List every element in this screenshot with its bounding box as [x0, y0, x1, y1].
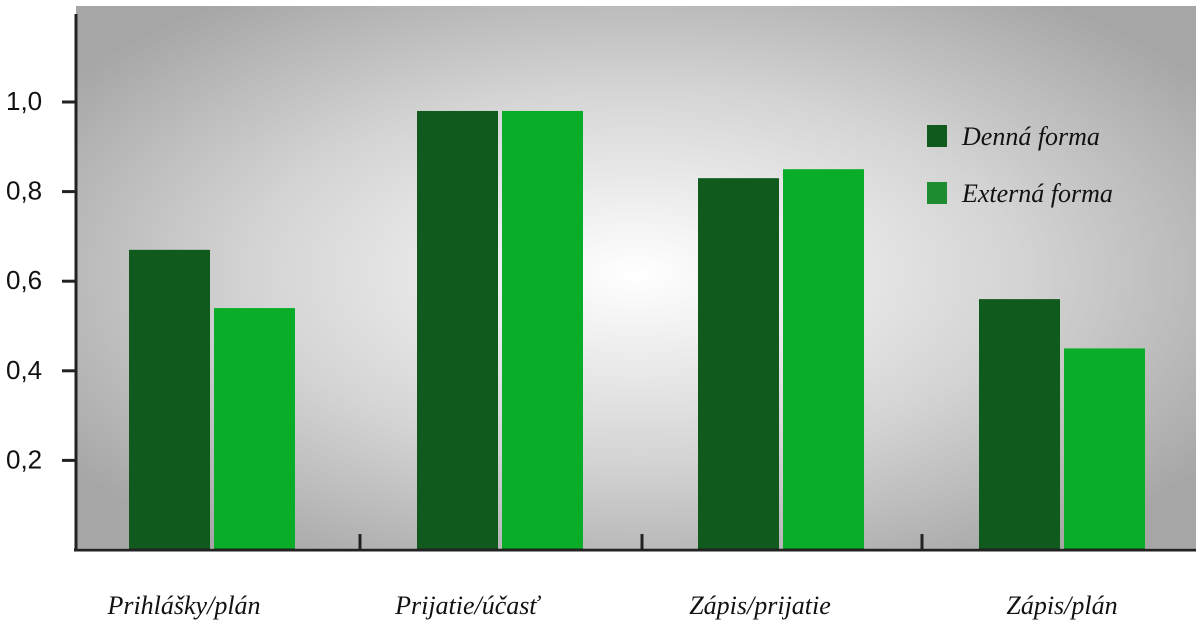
y-tick-label: 0,2: [6, 444, 42, 474]
x-category-label: Prihlášky/plán: [106, 591, 260, 620]
bars-layer: [129, 110, 1145, 551]
bar-externa-2: [502, 110, 583, 551]
legend-label: Denná forma: [961, 122, 1100, 151]
y-tick-label: 0,8: [6, 176, 42, 206]
bar-denna-2: [417, 110, 498, 551]
title-band: [76, 0, 1196, 6]
legend: Denná forma Externá forma: [927, 122, 1113, 208]
bar-denna-3: [698, 178, 779, 550]
x-category-label: Zápis/plán: [1006, 591, 1117, 620]
y-tick-label: 1,0: [6, 86, 42, 116]
y-tick-label: 0,4: [6, 355, 42, 385]
x-category-label: Zápis/prijatie: [689, 591, 831, 620]
x-category-label: Prijatie/účasť: [394, 591, 541, 620]
legend-swatch: [927, 182, 947, 204]
y-axis-ticks: 0,2 0,4 0,6 0,8 1,0: [6, 86, 76, 474]
bar-denna-1: [129, 249, 210, 550]
x-axis-labels: Prihlášky/plán Prijatie/účasť Zápis/prijat…: [106, 591, 1117, 620]
bar-externa-4: [1064, 348, 1145, 550]
bar-externa-1: [214, 308, 295, 550]
y-tick-label: 0,6: [6, 265, 42, 295]
legend-swatch: [927, 125, 947, 147]
x-axis-ticks: [358, 534, 924, 550]
legend-label: Externá forma: [961, 179, 1113, 208]
bar-denna-4: [979, 299, 1060, 550]
bar-externa-3: [783, 169, 864, 550]
